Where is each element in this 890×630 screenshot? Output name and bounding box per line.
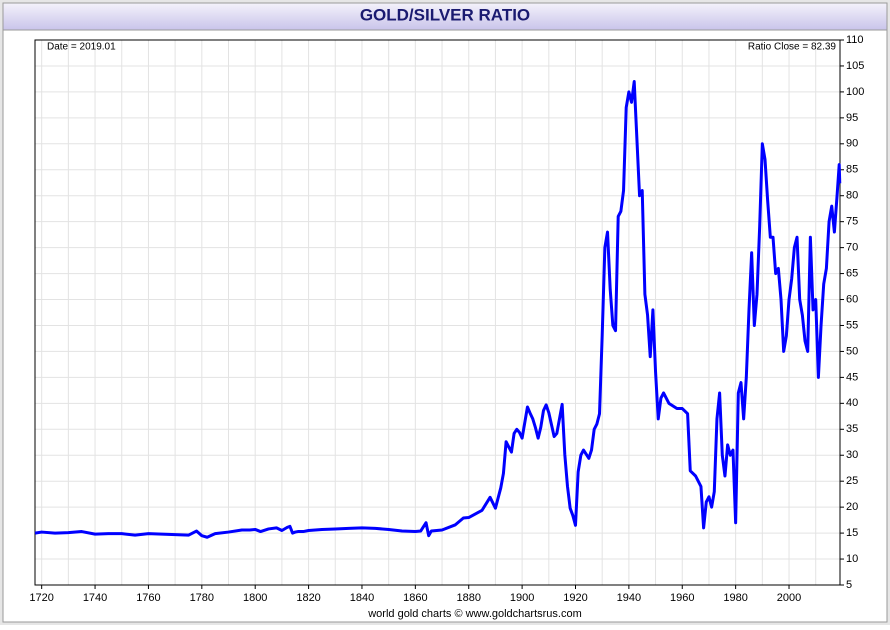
y-tick-label: 55 <box>846 319 858 331</box>
x-tick-label: 1800 <box>243 592 267 604</box>
y-tick-label: 20 <box>846 501 858 513</box>
y-tick-label: 85 <box>846 164 858 176</box>
y-tick-label: 105 <box>846 60 864 72</box>
y-tick-label: 30 <box>846 449 858 461</box>
x-tick-label: 1760 <box>136 592 160 604</box>
y-tick-label: 90 <box>846 138 858 150</box>
title-bar <box>2 2 888 31</box>
date-label: Date = 2019.01 <box>47 42 116 53</box>
y-tick-label: 60 <box>846 293 858 305</box>
y-tick-label: 75 <box>846 216 858 228</box>
y-tick-label: 35 <box>846 423 858 435</box>
x-tick-label: 1880 <box>456 592 480 604</box>
y-tick-label: 40 <box>846 397 858 409</box>
x-tick-label: 1900 <box>510 592 534 604</box>
y-tick-label: 15 <box>846 527 858 539</box>
y-tick-label: 80 <box>846 190 858 202</box>
x-tick-label: 1920 <box>563 592 587 604</box>
y-tick-label: 100 <box>846 86 864 98</box>
x-tick-label: 1860 <box>403 592 427 604</box>
x-tick-label: 1940 <box>617 592 641 604</box>
x-tick-label: 1780 <box>190 592 214 604</box>
chart-title: GOLD/SILVER RATIO <box>360 5 530 24</box>
x-tick-label: 1740 <box>83 592 107 604</box>
x-tick-label: 1840 <box>350 592 374 604</box>
y-tick-label: 110 <box>846 34 864 46</box>
y-tick-label: 45 <box>846 371 858 383</box>
x-tick-label: 1980 <box>723 592 747 604</box>
x-tick-label: 1960 <box>670 592 694 604</box>
y-tick-label: 25 <box>846 475 858 487</box>
plot-border <box>34 39 841 586</box>
x-tick-label: 1720 <box>29 592 53 604</box>
y-tick-label: 65 <box>846 267 858 279</box>
ratio-label: Ratio Close = 82.39 <box>748 42 837 53</box>
footer: world gold charts © www.goldchartsrus.co… <box>367 608 582 620</box>
y-tick-label: 50 <box>846 345 858 357</box>
y-tick-label: 5 <box>846 579 852 591</box>
y-tick-label: 10 <box>846 553 858 565</box>
y-tick-label: 95 <box>846 112 858 124</box>
y-tick-label: 70 <box>846 242 858 254</box>
ratio-line <box>34 80 842 539</box>
x-tick-label: 2000 <box>777 592 801 604</box>
x-tick-label: 1820 <box>296 592 320 604</box>
